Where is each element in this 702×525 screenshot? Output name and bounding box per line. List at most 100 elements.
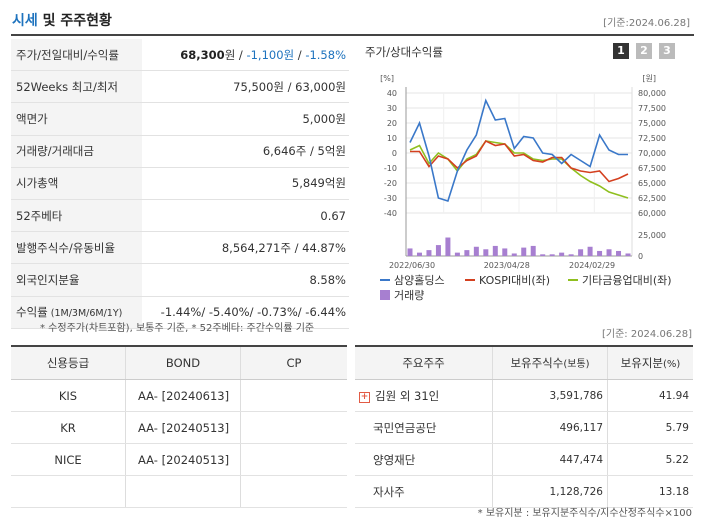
volume-bar <box>416 252 422 256</box>
holder-pct: 41.94 <box>607 379 693 412</box>
expand-icon[interactable]: + <box>359 391 370 403</box>
holder-shares: 1,128,726 <box>492 475 608 508</box>
price-return-chart: [%] [원] 40 80,000 30 77,500 20 75,000 10 72,500 0 7… <box>380 74 672 302</box>
quote-row: 액면가 5,000원 <box>11 102 349 136</box>
credit-cp <box>240 379 347 412</box>
volume-bar <box>464 250 470 256</box>
volume-bar <box>559 252 565 256</box>
holder-header-shares-suffix: (보통) <box>563 359 590 370</box>
volume-tick-label: 0 <box>638 252 643 261</box>
holder-row: 국민연금공단 496,117 5.79 <box>355 411 693 444</box>
quote-value: 0.67 <box>142 199 349 233</box>
right-axis-unit: [원] <box>642 74 656 83</box>
volume-bar <box>521 247 527 256</box>
price-change-rate: -1.58% <box>305 47 346 62</box>
holder-header-shares: 보유주식수 <box>510 356 564 370</box>
left-tick-label: 30 <box>387 104 397 113</box>
quote-value-price: 68,300원 / -1,100원 / -1.58% <box>142 39 349 72</box>
credit-header: BOND <box>125 345 241 380</box>
chart-page-1-button[interactable]: 1 <box>613 43 629 59</box>
left-tick-label: -20 <box>384 179 397 188</box>
credit-cp <box>240 443 347 476</box>
left-tick-label: 10 <box>387 134 397 143</box>
right-tick-label: 75,000 <box>638 119 666 128</box>
volume-bar <box>492 245 498 256</box>
holder-shares: 496,117 <box>492 411 608 444</box>
quote-row: 52주베타 0.67 <box>11 199 349 233</box>
page-title: 시세 및 주주현황 <box>12 10 112 30</box>
holder-row: + 김원 외 31인 3,591,786 41.94 <box>355 379 693 412</box>
credit-row: NICE AA- [20240513] <box>11 443 347 476</box>
credit-bond: AA- [20240513] <box>125 411 241 444</box>
return-label: 수익률 <box>16 305 48 320</box>
right-tick-label: 72,500 <box>638 134 666 143</box>
right-tick-label: 77,500 <box>638 104 666 113</box>
credit-cp <box>240 411 347 444</box>
holder-name: 김원 외 31인 <box>375 388 440 403</box>
page-title-rest: 및 주주현황 <box>37 13 112 29</box>
holder-header-pct: 보유지분 <box>620 356 663 370</box>
credit-agency: KR <box>11 411 126 444</box>
chart-page-3-button[interactable]: 3 <box>659 43 675 59</box>
holder-header: 주요주주 <box>355 345 493 380</box>
reference-date: [기준:2024.06.28] <box>603 18 690 29</box>
volume-bar <box>435 245 441 256</box>
holder-shares: 3,591,786 <box>492 379 608 412</box>
series-line <box>409 98 628 203</box>
credit-header: CP <box>240 345 347 380</box>
credit-agency: KIS <box>11 379 126 412</box>
current-price: 68,300 <box>180 47 225 62</box>
quote-row-return: 수익률 (1M/3M/6M/1Y) -1.44%/ -5.40%/ -0.73%… <box>11 296 349 329</box>
price-change: -1,100원 <box>246 47 295 62</box>
volume-bar <box>568 254 574 256</box>
legend-swatch <box>380 290 390 300</box>
holder-header-pct-suffix: (%) <box>663 359 681 370</box>
holder-header: 보유주식수(보통) <box>492 345 608 380</box>
credit-row: KR AA- [20240513] <box>11 411 347 444</box>
quote-value: 75,500원 / 63,000원 <box>142 70 349 104</box>
left-tick-label: -10 <box>384 164 397 173</box>
quote-table: 주가/전일대비/수익률 68,300원 / -1,100원 / -1.58% 5… <box>11 39 349 329</box>
quote-value: 8.58% <box>142 263 349 297</box>
volume-bar <box>407 248 413 256</box>
price-unit: 원 <box>224 47 236 62</box>
quote-label: 52주베타 <box>11 199 142 233</box>
credit-row <box>11 475 347 508</box>
quote-row: 거래량/거래대금 6,646주 / 5억원 <box>11 135 349 168</box>
quote-row: 발행주식수/유동비율 8,564,271주 / 44.87% <box>11 231 349 265</box>
price-separator: / <box>294 47 306 62</box>
volume-bar <box>502 248 508 256</box>
x-tick-label: 2022/06/30 <box>389 261 435 270</box>
chart-page-2-button[interactable]: 2 <box>636 43 652 59</box>
shareholder-table: 주요주주 보유주식수(보통) 보유지분(%) + 김원 외 31인 3,591,7… <box>355 345 693 508</box>
price-separator: / <box>235 47 247 62</box>
quote-row: 시가총액 5,849억원 <box>11 167 349 200</box>
right-tick-label: 60,000 <box>638 209 666 218</box>
right-tick-label: 65,000 <box>638 179 666 188</box>
left-tick-label: 40 <box>387 89 397 98</box>
chart-title: 주가/상대수익률 <box>365 45 443 59</box>
holder-name: 국민연금공단 <box>355 411 493 444</box>
x-tick-label: 2024/02/29 <box>569 261 615 270</box>
volume-bar <box>426 250 432 256</box>
credit-agency <box>11 475 126 508</box>
volume-bar <box>549 254 555 256</box>
holder-shares: 447,474 <box>492 443 608 476</box>
left-tick-label: 0 <box>392 149 397 158</box>
holder-row: 자사주 1,128,726 13.18 <box>355 475 693 508</box>
volume-bar <box>616 250 622 256</box>
holder-pct: 5.22 <box>607 443 693 476</box>
holder-header-row: 주요주주 보유주식수(보통) 보유지분(%) <box>355 345 693 380</box>
legend-label: KOSPI대비(좌) <box>479 274 550 287</box>
quote-label: 52Weeks 최고/최저 <box>11 70 142 104</box>
volume-bar <box>454 252 460 256</box>
holder-row: 양영재단 447,474 5.22 <box>355 443 693 476</box>
right-tick-label: 70,000 <box>638 149 666 158</box>
quote-row-price: 주가/전일대비/수익률 68,300원 / -1,100원 / -1.58% <box>11 39 349 72</box>
holder-name: 양영재단 <box>355 443 493 476</box>
left-tick-label: -40 <box>384 209 397 218</box>
x-tick-label: 2023/04/28 <box>484 261 530 270</box>
credit-bond <box>125 475 241 508</box>
return-values: -1.44%/ -5.40%/ -0.73%/ -6.44% <box>142 296 349 329</box>
credit-header-row: 신용등급 BOND CP <box>11 345 347 380</box>
